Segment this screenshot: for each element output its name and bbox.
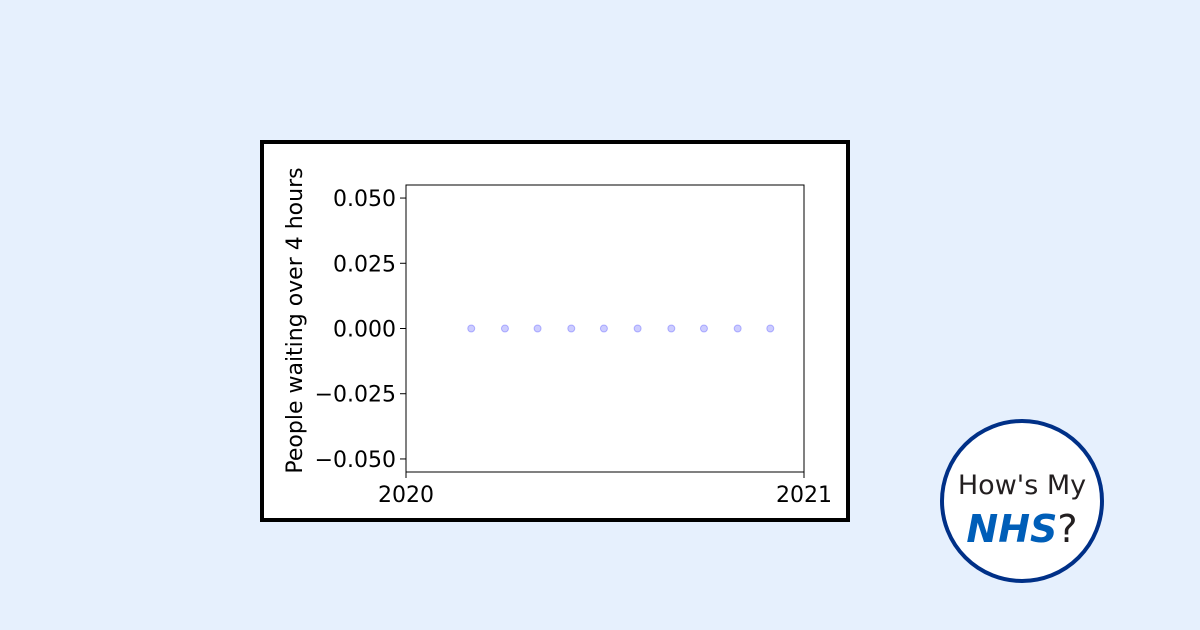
- data-point: [766, 324, 775, 333]
- data-points: [467, 324, 775, 333]
- y-axis: 0.050 0.025 0.000 −0.025 −0.050: [315, 187, 406, 473]
- x-axis: 2020 2021: [378, 472, 832, 508]
- y-tick-label: 0.025: [333, 252, 396, 277]
- data-point: [699, 324, 708, 333]
- y-tick-label: 0.050: [333, 187, 396, 212]
- x-tick-label: 2021: [776, 483, 832, 508]
- x-tick-label: 2020: [378, 483, 434, 508]
- y-tick-label: 0.000: [333, 318, 396, 343]
- y-tick-label: −0.025: [315, 383, 396, 408]
- hows-my-nhs-logo: How's My NHS?: [940, 419, 1104, 583]
- y-tick-label: −0.050: [315, 448, 396, 473]
- logo-text-hows-my: How's My: [957, 470, 1087, 501]
- data-point: [667, 324, 676, 333]
- data-point: [467, 324, 476, 333]
- data-point: [633, 324, 642, 333]
- data-point: [533, 324, 542, 333]
- logo-question-mark: ?: [1057, 507, 1078, 551]
- y-axis-label: People waiting over 4 hours: [283, 167, 308, 473]
- logo-text-nhs-line: NHS?: [944, 509, 1100, 549]
- data-point: [733, 324, 742, 333]
- data-point: [599, 324, 608, 333]
- scatter-chart: 0.050 0.025 0.000 −0.025 −0.050 2020 2021 Peo…: [283, 167, 832, 508]
- data-point: [567, 324, 576, 333]
- chart-card: 0.050 0.025 0.000 −0.025 −0.050 2020 2021 Peo…: [260, 140, 850, 522]
- data-point: [500, 324, 509, 333]
- logo-text-nhs: NHS: [966, 507, 1058, 551]
